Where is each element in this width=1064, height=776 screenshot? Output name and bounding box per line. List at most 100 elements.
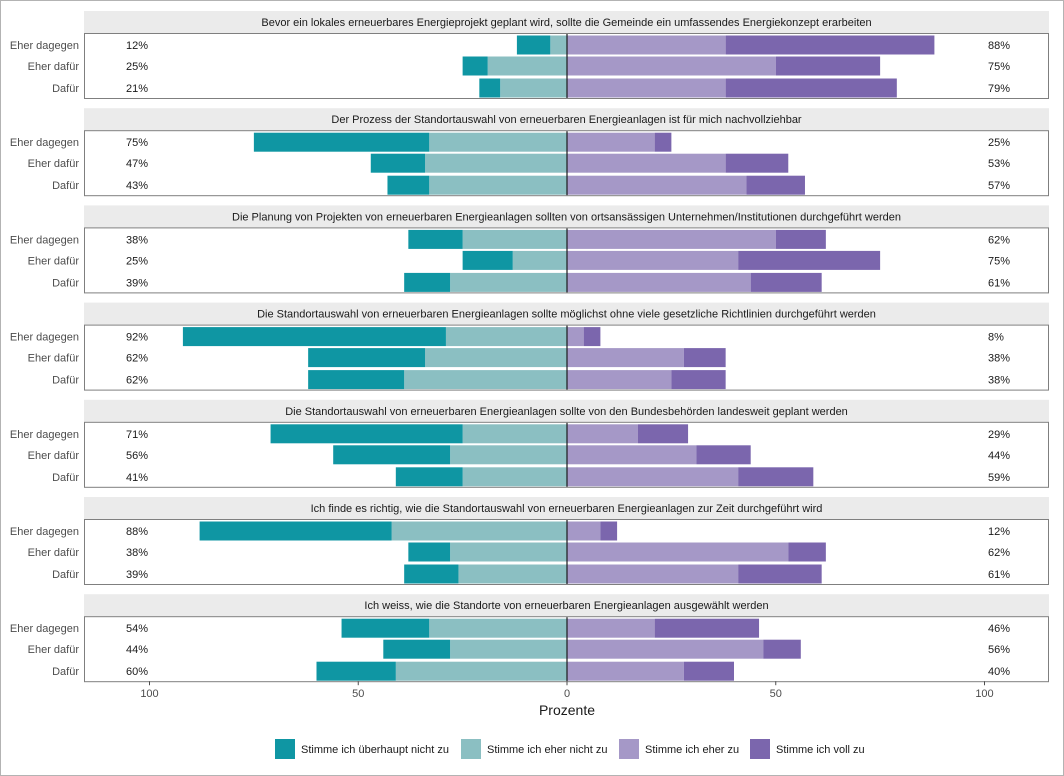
bar-voll-zu [746,175,805,195]
bar-voll-zu [750,272,822,292]
bar-eher-zu [567,175,747,195]
bar-eher-nicht-zu [550,35,567,55]
bar-eher-zu [567,153,726,173]
left-percentage: 25% [126,61,148,73]
left-percentage: 21% [126,83,148,95]
facet-strip [84,108,1049,131]
facet-title: Der Prozess der Standortauswahl von erne… [331,114,802,126]
facet-strip [84,11,1049,33]
right-percentage: 59% [988,472,1010,484]
bar-eher-nicht-zu [425,153,567,173]
bar-ueberhaupt-nicht-zu [333,445,451,465]
row-label: Dafür [52,83,79,95]
row-label: Dafür [52,666,79,678]
bar-ueberhaupt-nicht-zu [308,370,405,390]
bar-eher-nicht-zu [391,521,567,541]
bar-eher-nicht-zu [450,542,567,562]
right-percentage: 53% [988,158,1010,170]
facet-strip [84,497,1049,519]
bar-voll-zu [654,132,672,152]
left-percentage: 62% [126,353,148,365]
bar-ueberhaupt-nicht-zu [408,542,451,562]
bar-ueberhaupt-nicht-zu [387,175,430,195]
facet-title: Die Standortauswahl von erneuerbaren Ene… [285,406,848,418]
legend-label: Stimme ich eher nicht zu [487,744,607,756]
bar-voll-zu [738,467,814,487]
bar-eher-zu [567,639,764,659]
bar-voll-zu [738,564,822,584]
right-percentage: 40% [988,666,1010,678]
right-percentage: 44% [988,450,1010,462]
right-percentage: 29% [988,429,1010,441]
legend-swatch [461,739,481,759]
bar-ueberhaupt-nicht-zu [341,618,430,638]
right-percentage: 88% [988,40,1010,52]
row-label: Eher dagegen [10,40,79,52]
x-tick-label: 100 [140,688,158,700]
bar-eher-zu [567,467,739,487]
facet-panel-5: Die Standortauswahl von erneuerbaren Ene… [10,399,1049,488]
bar-voll-zu [683,348,726,368]
right-percentage: 25% [988,137,1010,149]
left-percentage: 47% [126,158,148,170]
right-percentage: 38% [988,375,1010,387]
bar-eher-zu [567,542,789,562]
right-percentage: 62% [988,547,1010,559]
row-label: Dafür [52,277,79,289]
bar-ueberhaupt-nicht-zu [404,272,451,292]
left-percentage: 25% [126,255,148,267]
bar-ueberhaupt-nicht-zu [462,56,488,76]
bar-ueberhaupt-nicht-zu [270,424,463,444]
bar-ueberhaupt-nicht-zu [370,153,426,173]
x-axis-title: Prozente [539,702,595,718]
bar-eher-zu [567,250,739,270]
legend-label: Stimme ich voll zu [776,744,865,756]
right-percentage: 75% [988,255,1010,267]
facet-title: Die Planung von Projekten von erneuerbar… [232,211,901,223]
legend-swatch [275,739,295,759]
row-label: Dafür [52,472,79,484]
facet-strip [84,205,1049,228]
bar-eher-nicht-zu [429,132,567,152]
row-label: Eher dagegen [10,137,79,149]
facet-panel-7: Ich weiss, wie die Standorte von erneuer… [10,594,1049,683]
bar-eher-zu [567,78,726,98]
bar-eher-nicht-zu [512,250,567,270]
bar-ueberhaupt-nicht-zu [308,348,426,368]
right-percentage: 79% [988,83,1010,95]
left-percentage: 44% [126,644,148,656]
bar-eher-zu [567,661,684,681]
bar-voll-zu [725,35,935,55]
bar-voll-zu [775,229,826,249]
bar-eher-nicht-zu [487,56,567,76]
row-label: Eher dagegen [10,623,79,635]
right-percentage: 61% [988,569,1010,581]
right-percentage: 38% [988,353,1010,365]
bar-eher-nicht-zu [500,78,567,98]
facet-title: Ich finde es richtig, wie die Standortau… [311,503,823,515]
left-percentage: 88% [126,526,148,538]
facet-title: Die Standortauswahl von erneuerbaren Ene… [257,309,876,321]
bar-eher-zu [567,35,726,55]
x-tick-label: 100 [975,688,993,700]
x-tick-label: 50 [352,688,364,700]
row-label: Eher dafür [28,644,80,656]
bar-eher-zu [567,521,601,541]
bar-ueberhaupt-nicht-zu [516,35,551,55]
left-percentage: 60% [126,666,148,678]
left-percentage: 75% [126,137,148,149]
bar-ueberhaupt-nicht-zu [182,327,446,347]
bar-eher-nicht-zu [429,175,567,195]
row-label: Eher dafür [28,547,80,559]
right-percentage: 8% [988,332,1004,344]
right-percentage: 75% [988,61,1010,73]
bar-voll-zu [671,370,726,390]
legend-swatch [750,739,770,759]
row-label: Dafür [52,180,79,192]
facet-strip [84,399,1049,422]
row-label: Eher dagegen [10,526,79,538]
left-percentage: 38% [126,234,148,246]
bar-eher-nicht-zu [429,618,567,638]
row-label: Eher dagegen [10,234,79,246]
